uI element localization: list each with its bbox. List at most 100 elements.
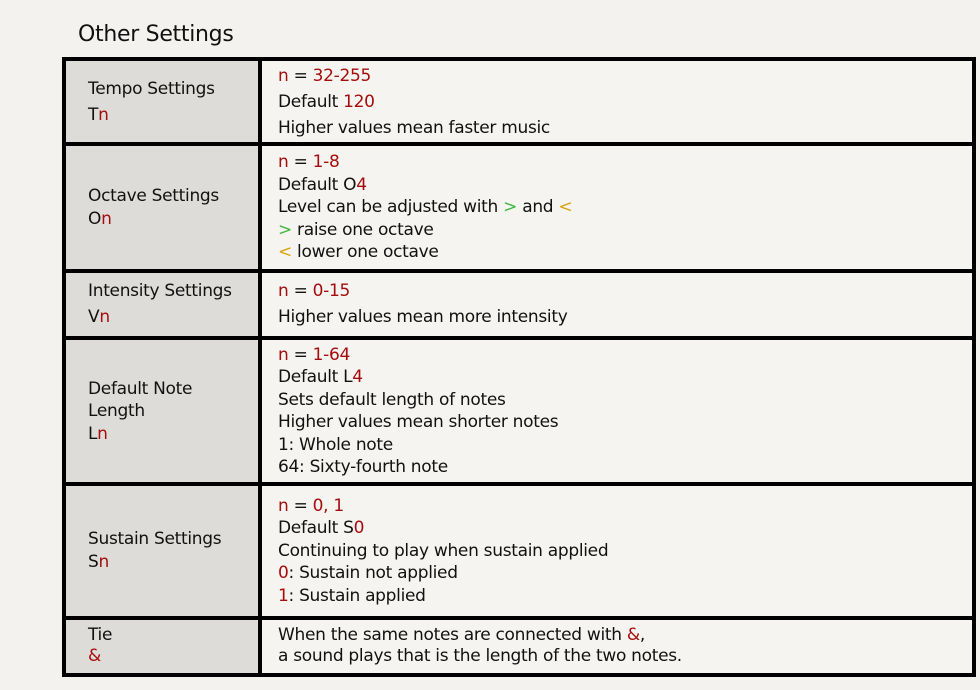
setting-name-cell: Sustain Settings Sn	[62, 482, 262, 620]
setting-description-line: < lower one octave	[278, 241, 972, 264]
setting-name-line: Intensity Settings	[88, 278, 258, 304]
text-segment: n	[97, 423, 108, 444]
text-segment: =	[288, 281, 313, 302]
text-segment: Default L	[278, 367, 353, 388]
setting-description-line: Higher values mean faster music	[278, 115, 972, 141]
text-segment: T	[88, 104, 99, 125]
setting-name-cell: Default Note Length Ln	[62, 336, 262, 487]
setting-description-line: 1: Sustain applied	[278, 585, 972, 608]
text-segment: Octave Settings	[88, 186, 219, 206]
text-segment: raise one octave	[291, 219, 434, 240]
text-segment: 1-8	[312, 152, 340, 173]
text-segment: O	[88, 208, 102, 229]
settings-row: Octave Settings On n = 1-8 Default O4 Level …	[62, 142, 976, 273]
setting-name-line: Octave Settings	[88, 185, 258, 208]
section-title: Other Settings	[78, 22, 234, 47]
text-segment: n	[98, 104, 109, 125]
text-segment: =	[288, 344, 313, 365]
setting-description-line: When the same notes are connected with &…	[278, 625, 972, 646]
text-segment: n	[278, 495, 289, 516]
text-segment: n	[278, 344, 289, 365]
text-segment: 64: Sixty-fourth note	[278, 457, 448, 478]
text-segment: S	[88, 551, 99, 572]
setting-description-line: 1: Whole note	[278, 434, 972, 457]
text-segment: When the same notes are connected with	[278, 625, 627, 646]
setting-name-line: Default Note	[88, 378, 258, 401]
text-segment: Higher values mean shorter notes	[278, 412, 559, 433]
settings-row: Default Note Length Ln n = 1-64 Default L4 Se…	[62, 336, 976, 487]
text-segment: n	[278, 65, 289, 86]
text-segment: n	[99, 307, 110, 328]
setting-description-line: Level can be adjusted with > and <	[278, 196, 972, 219]
text-segment: : Sustain not applied	[288, 563, 458, 584]
setting-name-line: Sustain Settings	[88, 528, 258, 551]
text-segment: 1-64	[312, 344, 351, 365]
setting-description-line: n = 0, 1	[278, 495, 972, 518]
setting-name-line: Tempo Settings	[88, 76, 258, 102]
text-segment: &	[88, 646, 101, 667]
text-segment: n	[278, 281, 289, 302]
text-segment: 1: Whole note	[278, 434, 393, 455]
setting-description-line: Default O4	[278, 174, 972, 197]
text-segment: Level can be adjusted with	[278, 197, 504, 218]
setting-description-line: n = 1-8	[278, 151, 972, 174]
text-segment: L	[88, 423, 98, 444]
text-segment: <	[278, 242, 292, 263]
text-segment: Length	[88, 401, 145, 421]
text-segment: Intensity Settings	[88, 281, 232, 302]
text-segment: and	[517, 197, 559, 218]
setting-description-cell: n = 1-8 Default O4 Level can be adjusted w…	[258, 142, 976, 273]
text-segment: =	[288, 152, 313, 173]
setting-name-line: &	[88, 646, 258, 667]
text-segment: n	[278, 152, 289, 173]
setting-description-line: Default S0	[278, 517, 972, 540]
setting-description-cell: n = 0-15 Higher values mean more intensit…	[258, 268, 976, 341]
setting-description-line: Higher values mean shorter notes	[278, 411, 972, 434]
setting-name-cell: Octave Settings On	[62, 142, 262, 273]
text-segment: Higher values mean more intensity	[278, 307, 568, 328]
text-segment: 4	[352, 367, 363, 388]
setting-description-cell: n = 0, 1 Default S0 Continuing to play whe…	[258, 482, 976, 620]
text-segment: Default O	[278, 174, 357, 195]
text-segment: Tempo Settings	[88, 78, 215, 99]
setting-description-line: n = 32-255	[278, 63, 972, 89]
text-segment: Default	[278, 91, 344, 112]
setting-description-line: Default L4	[278, 366, 972, 389]
settings-row: Sustain Settings Sn n = 0, 1 Default S0 Cont…	[62, 482, 976, 620]
setting-name-cell: Tie &	[62, 615, 262, 678]
text-segment: 120	[343, 91, 375, 112]
setting-description-cell: When the same notes are connected with &…	[258, 615, 976, 678]
text-segment: &	[626, 625, 640, 646]
settings-row: Intensity Settings Vn n = 0-15 Higher value…	[62, 268, 976, 341]
setting-description-line: 0: Sustain not applied	[278, 562, 972, 585]
text-segment: Sets default length of notes	[278, 389, 506, 410]
setting-description-line: Continuing to play when sustain applied	[278, 540, 972, 563]
text-segment: 1	[278, 585, 289, 606]
text-segment: 32-255	[312, 65, 372, 86]
settings-row: Tempo Settings Tn n = 32-255 Default 120 Hig…	[62, 56, 976, 147]
setting-name-line: Vn	[88, 304, 258, 330]
text-segment: >	[278, 219, 292, 240]
settings-table: Tempo Settings Tn n = 32-255 Default 120 Hig…	[62, 56, 976, 678]
text-segment: : Sustain applied	[288, 585, 426, 606]
text-segment: 0	[353, 518, 365, 539]
text-segment: 0-15	[312, 281, 351, 302]
text-segment: lower one octave	[291, 242, 439, 263]
text-segment: Tie	[88, 625, 113, 646]
text-segment: Sustain Settings	[88, 529, 222, 550]
setting-name-line: Length	[88, 400, 258, 423]
setting-description-cell: n = 32-255 Default 120 Higher values mean …	[258, 56, 976, 147]
text-segment: a sound plays that is the length of the …	[278, 646, 682, 667]
setting-name-cell: Intensity Settings Vn	[62, 268, 262, 341]
setting-description-line: 64: Sixty-fourth note	[278, 456, 972, 479]
text-segment: 4	[356, 174, 367, 195]
setting-name-line: Ln	[88, 423, 258, 446]
text-segment: n	[101, 208, 112, 229]
setting-name-line: Sn	[88, 551, 258, 574]
setting-description-line: n = 1-64	[278, 344, 972, 367]
text-segment: V	[88, 307, 100, 328]
text-segment: Default Note	[88, 378, 193, 399]
setting-description-line: n = 0-15	[278, 278, 972, 304]
text-segment: =	[288, 65, 313, 86]
text-segment: =	[288, 495, 313, 516]
